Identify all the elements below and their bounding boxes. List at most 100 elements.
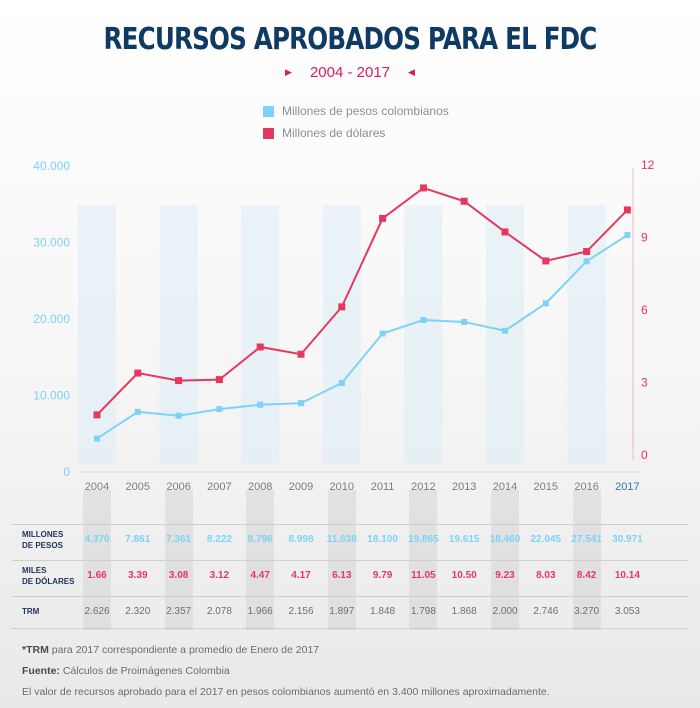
point-dolares: [175, 377, 183, 385]
point-pesos: [542, 300, 549, 307]
table-row-label: MILLONES DE PESOS: [22, 529, 82, 551]
table-cell: 1.966: [247, 606, 273, 617]
point-dolares: [460, 197, 468, 205]
point-dolares: [542, 257, 550, 265]
point-dolares: [215, 376, 223, 384]
table-row-label-line: MILES: [22, 566, 47, 575]
table-cell: 6.13: [332, 570, 352, 581]
y-right-tick-label: 3: [641, 376, 648, 390]
table-cell: 27.541: [571, 534, 602, 545]
page-title: RECURSOS APROBADOS PARA EL FDC: [103, 22, 597, 57]
year-band: [567, 205, 606, 463]
point-pesos: [379, 330, 386, 337]
table-separator: [12, 560, 688, 561]
table-row-label-line: DE DÓLARES: [22, 577, 75, 586]
table-row-label: MILES DE DÓLARES: [22, 565, 82, 587]
table-separator: [12, 628, 688, 629]
table-cell: 9.23: [495, 570, 515, 581]
x-tick-label: 2011: [371, 481, 395, 493]
point-pesos: [502, 327, 508, 334]
table-cell: 18.100: [367, 534, 398, 545]
table-cell: 8.796: [247, 534, 273, 545]
point-dolares: [134, 369, 142, 377]
year-band: [486, 205, 524, 463]
table-cell: 10.50: [451, 570, 477, 581]
x-tick-label: 2007: [207, 481, 231, 493]
table-cell: 19.615: [448, 534, 480, 545]
table-cell: 3.270: [574, 606, 600, 617]
table-cell: 1.868: [451, 606, 477, 617]
table-cell: 8.03: [536, 570, 556, 581]
legend: Millones de pesos colombianos Millones d…: [263, 100, 449, 144]
point-dolares: [501, 228, 509, 236]
y-right-tick-label: 9: [641, 231, 648, 245]
table-cell: 2.156: [288, 606, 314, 617]
table-cell: 2.000: [492, 606, 518, 617]
table-cell: 2.626: [84, 606, 110, 617]
year-band: [78, 205, 116, 463]
table-cell: 22.045: [530, 534, 562, 545]
x-tick-label: 2005: [126, 481, 150, 493]
table-cell: 3.39: [128, 570, 148, 581]
note-trm: *TRM para 2017 correspondiente a promedi…: [22, 644, 320, 656]
table-cell: 2.078: [206, 606, 232, 617]
legend-swatch-pesos: [263, 105, 274, 117]
table-cell: 4.17: [291, 570, 311, 581]
year-band: [404, 205, 443, 463]
table-cell: 7.861: [125, 534, 151, 545]
table-cell: 7.361: [166, 534, 192, 545]
table-separator: [12, 524, 688, 525]
table-cell: 1.897: [329, 606, 355, 617]
table-cell: 4.370: [84, 534, 110, 545]
point-pesos: [134, 408, 141, 415]
point-dolares: [379, 214, 387, 222]
point-dolares: [419, 184, 427, 192]
table-cell: 19.865: [408, 534, 439, 545]
series-line-dolares: [96, 186, 629, 416]
point-pesos: [461, 318, 468, 325]
year-band: [322, 205, 361, 463]
y-left-tick-label: 20.000: [33, 312, 70, 326]
legend-item-dolares: Millones de dólares: [263, 122, 449, 144]
series-line-pesos: [96, 234, 628, 440]
subtitle: ▶ 2004 - 2017 ◀: [0, 64, 700, 81]
note-fuente: Fuente: Cálculos de Proimágenes Colombia: [22, 665, 230, 677]
legend-label-pesos: Millones de pesos colombianos: [282, 104, 449, 118]
table-cell: 11.05: [411, 570, 436, 581]
point-pesos: [216, 406, 223, 413]
point-pesos: [583, 258, 590, 265]
table-cell: 1.66: [87, 570, 107, 581]
year-band: [241, 205, 280, 463]
point-dolares: [297, 350, 305, 358]
y-left-tick-label: 30.000: [33, 236, 70, 250]
year-band: [159, 205, 198, 463]
point-pesos: [624, 232, 631, 239]
y-right-tick-label: 6: [641, 303, 648, 317]
triangle-left-icon: ◀: [408, 67, 415, 77]
point-dolares: [256, 343, 264, 351]
point-dolares: [583, 248, 591, 256]
table-cell: 2.320: [125, 606, 151, 617]
table-cell: 11.638: [326, 534, 357, 545]
point-dolares: [93, 411, 101, 419]
point-pesos: [94, 435, 100, 442]
x-tick-label: 2009: [289, 481, 313, 493]
table-cell: 4.47: [250, 570, 270, 581]
point-dolares: [623, 206, 631, 214]
notes: *TRM para 2017 correspondiente a promedi…: [22, 640, 550, 703]
table-cell: 10.14: [614, 570, 640, 581]
table-cell: 8.42: [576, 570, 597, 581]
point-dolares: [338, 303, 346, 311]
table-row-label: TRM: [22, 606, 82, 617]
table-cell: 1.848: [370, 606, 396, 617]
table-cell: 2.357: [166, 606, 192, 617]
table-separator: [12, 596, 688, 597]
triangle-right-icon: ▶: [285, 67, 292, 77]
table-cell: 3.12: [209, 570, 230, 581]
point-pesos: [420, 317, 427, 324]
table-cell: 3.053: [614, 606, 640, 617]
table-cell: 9.79: [372, 570, 393, 581]
subtitle-text: 2004 - 2017: [309, 64, 391, 81]
x-tick-label: 2017: [615, 481, 639, 493]
